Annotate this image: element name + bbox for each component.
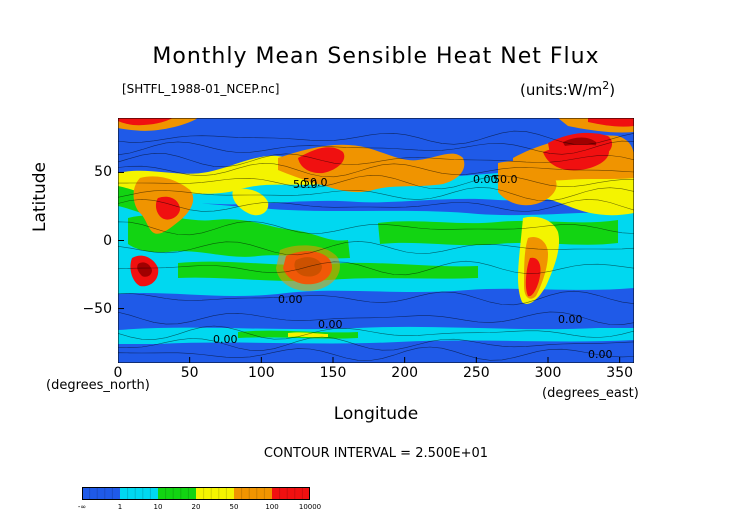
colorbar-frame — [82, 487, 310, 500]
x-tick-label: 200 — [391, 365, 419, 381]
x-tick-label: 0 — [113, 365, 123, 381]
contour-line — [118, 325, 634, 340]
colorbar-segment — [158, 487, 196, 500]
contour-value-label: 50.0 — [293, 178, 318, 191]
contour-line — [118, 311, 634, 326]
x-unit-right: (degrees_east) — [542, 386, 639, 401]
colorbar-segment — [234, 487, 272, 500]
region-north-america-red — [543, 144, 609, 171]
region-india-yellow — [232, 188, 269, 216]
contour-value-label: 0.00 — [278, 293, 303, 306]
contour-line — [118, 174, 634, 190]
colorbar-label: 10000 — [298, 503, 322, 511]
contour-line — [118, 240, 634, 256]
tick-marks — [118, 171, 621, 363]
contour-line — [118, 140, 634, 156]
file-label: [SHTFL_1988-01_NCEP.nc] — [122, 82, 280, 96]
contour-value-label: 0.00 — [558, 313, 583, 326]
contour-lines — [118, 130, 634, 361]
x-axis-label: Longitude — [333, 404, 419, 424]
region-north-america-orange — [498, 161, 557, 206]
x-unit-left: (degrees_north) — [46, 378, 150, 393]
region-antarctic-cyan — [118, 326, 634, 344]
contour-line — [118, 198, 634, 212]
colorbar-segment — [196, 487, 234, 500]
contour-line — [118, 162, 634, 178]
colorbar — [82, 487, 310, 500]
colorbar-label: 100 — [265, 503, 279, 511]
x-tick-label: 350 — [606, 365, 634, 381]
contour-value-label: 0.00 — [588, 348, 613, 361]
y-tick-label: −50 — [82, 300, 112, 317]
y-axis-label: Latitude — [30, 162, 50, 232]
y-tick-label: 50 — [94, 164, 112, 181]
region-arctic-red — [118, 118, 173, 126]
contour-interval-label: CONTOUR INTERVAL = 2.500E+01 — [263, 446, 489, 461]
region-south-africa-darkred — [137, 262, 152, 277]
region-south-america-red — [525, 257, 541, 297]
contour-line — [118, 346, 634, 361]
colorbar-segment — [82, 487, 120, 500]
colorbar-segment — [120, 487, 158, 500]
colorbar-label: 1 — [117, 503, 123, 511]
chart-title: Monthly Mean Sensible Heat Net Flux — [152, 44, 600, 69]
x-tick-label: 50 — [180, 365, 199, 381]
colorbar-label: 50 — [229, 503, 239, 511]
contour-line — [118, 336, 634, 351]
contour-value-label: 50.0 — [493, 173, 518, 186]
contour-value-label: 0.00 — [473, 173, 498, 186]
contour-line — [118, 290, 634, 306]
contour-line — [118, 130, 634, 145]
contour-value-label: 50.0 — [303, 176, 328, 189]
x-tick-label: 150 — [319, 365, 347, 381]
contour-line — [118, 220, 634, 236]
region-antarctic-yellow — [288, 332, 328, 338]
colorbar-label: -∞ — [77, 503, 87, 511]
contour-value-label: 0.00 — [213, 333, 238, 346]
units-label: (units:W/m2) — [520, 79, 616, 99]
x-tick-label: 100 — [247, 365, 275, 381]
colorbar-label: 20 — [191, 503, 201, 511]
y-tick-label: 0 — [103, 232, 112, 249]
colorbar-label: 10 — [153, 503, 163, 511]
region-arctic-east-red — [588, 118, 634, 127]
contour-line — [118, 260, 634, 276]
x-tick-label: 300 — [534, 365, 562, 381]
colorbar-segment — [272, 487, 310, 500]
contour-line — [118, 152, 634, 168]
contour-line — [118, 187, 634, 202]
contour-value-label: 0.00 — [318, 318, 343, 331]
region-tropics-green-2 — [378, 220, 618, 246]
x-tick-label: 250 — [462, 365, 490, 381]
map-layer — [118, 118, 634, 363]
region-australia-orange — [276, 245, 340, 291]
